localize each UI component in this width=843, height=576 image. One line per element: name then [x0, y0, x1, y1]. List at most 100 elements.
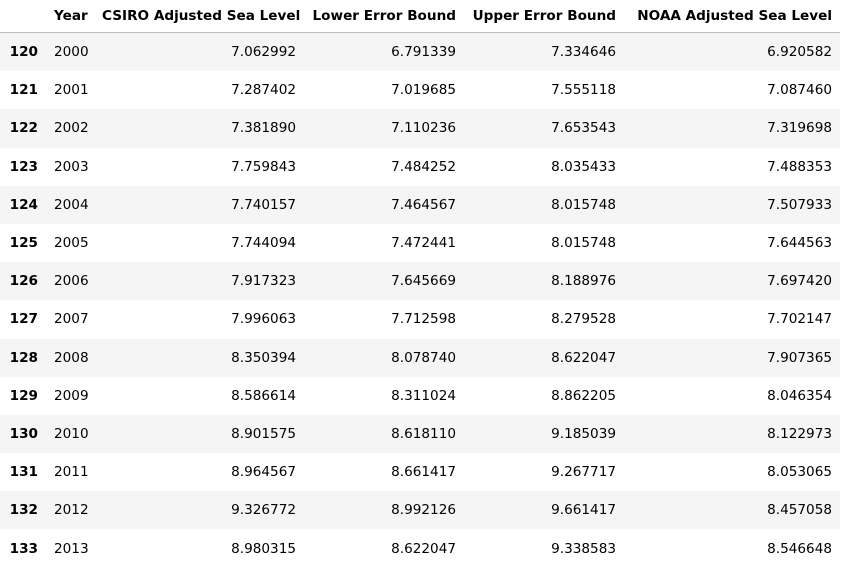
cell-lower-error: 7.464567	[391, 196, 456, 213]
table-row: 126 2006 7.917323 7.645669 8.188976 7.697420	[0, 262, 840, 301]
cell-csiro: 7.062992	[231, 44, 296, 61]
table-row: 121 2001 7.287402 7.019685 7.555118 7.087460	[0, 71, 840, 109]
cell-upper-error: 9.267717	[551, 464, 616, 481]
row-index: 120	[9, 44, 38, 61]
table-row: 129 2009 8.586614 8.311024 8.862205 8.046354	[0, 377, 840, 415]
cell-upper-error: 9.185039	[551, 425, 616, 442]
cell-noaa: 7.907365	[767, 349, 832, 366]
cell-csiro: 7.759843	[231, 158, 296, 175]
table-row: 127 2007 7.996063 7.712598 8.279528 7.702147	[0, 300, 840, 338]
cell-csiro: 7.996063	[231, 311, 296, 328]
row-index: 130	[9, 425, 38, 442]
row-index: 122	[9, 120, 38, 137]
cell-upper-error: 8.622047	[551, 349, 616, 366]
cell-lower-error: 8.618110	[391, 425, 456, 442]
table-row: 128 2008 8.350394 8.078740 8.622047 7.907365	[0, 338, 840, 377]
cell-lower-error: 7.712598	[391, 311, 456, 328]
cell-lower-error: 8.311024	[391, 387, 456, 404]
table-row: 133 2013 8.980315 8.622047 9.338583 8.546648	[0, 529, 840, 567]
header-upper-error: Upper Error Bound	[472, 8, 616, 24]
cell-upper-error: 7.653543	[551, 120, 616, 137]
cell-noaa: 7.697420	[767, 273, 832, 290]
cell-noaa: 7.488353	[767, 158, 832, 175]
header-year: Year	[54, 8, 88, 24]
cell-lower-error: 7.110236	[391, 120, 456, 137]
cell-csiro: 7.287402	[231, 82, 296, 99]
header-lower-error: Lower Error Bound	[312, 8, 456, 24]
table-row: 123 2003 7.759843 7.484252 8.035433 7.488353	[0, 148, 840, 186]
table-row: 122 2002 7.381890 7.110236 7.653543 7.319698	[0, 109, 840, 148]
table-row: 120 2000 7.062992 6.791339 7.334646 6.920582	[0, 33, 840, 72]
cell-upper-error: 8.015748	[551, 196, 616, 213]
cell-lower-error: 7.484252	[391, 158, 456, 175]
cell-csiro: 8.350394	[231, 349, 296, 366]
cell-year: 2010	[54, 425, 89, 442]
cell-upper-error: 8.862205	[551, 387, 616, 404]
table-row: 131 2011 8.964567 8.661417 9.267717 8.053065	[0, 453, 840, 491]
cell-upper-error: 8.279528	[551, 311, 616, 328]
cell-year: 2007	[54, 311, 89, 328]
cell-upper-error: 9.661417	[551, 502, 616, 519]
cell-lower-error: 8.661417	[391, 464, 456, 481]
cell-csiro: 7.917323	[231, 273, 296, 290]
cell-csiro: 8.980315	[231, 540, 296, 557]
table-row: 132 2012 9.326772 8.992126 9.661417 8.457058	[0, 491, 840, 530]
row-index: 129	[9, 387, 38, 404]
row-index: 123	[9, 158, 38, 175]
cell-csiro: 8.586614	[231, 387, 296, 404]
cell-upper-error: 8.188976	[551, 273, 616, 290]
row-index: 128	[9, 349, 38, 366]
cell-lower-error: 6.791339	[391, 44, 456, 61]
row-index: 131	[9, 464, 38, 481]
cell-year: 2002	[54, 120, 89, 137]
cell-noaa: 7.507933	[767, 196, 832, 213]
cell-noaa: 7.702147	[767, 311, 832, 328]
cell-year: 2001	[54, 82, 89, 99]
header-noaa: NOAA Adjusted Sea Level	[637, 8, 832, 24]
cell-csiro: 8.964567	[231, 464, 296, 481]
cell-noaa: 8.546648	[767, 540, 832, 557]
cell-year: 2011	[54, 464, 89, 481]
cell-year: 2009	[54, 387, 89, 404]
cell-noaa: 8.122973	[767, 425, 832, 442]
cell-upper-error: 7.334646	[551, 44, 616, 61]
table-body: 120 2000 7.062992 6.791339 7.334646 6.920582 1…	[0, 33, 840, 568]
table-row: 125 2005 7.744094 7.472441 8.015748 7.644563	[0, 224, 840, 262]
cell-lower-error: 7.472441	[391, 235, 456, 252]
cell-upper-error: 8.015748	[551, 235, 616, 252]
cell-lower-error: 7.019685	[391, 82, 456, 99]
table-header: Year CSIRO Adjusted Sea Level Lower Erro…	[0, 0, 840, 33]
header-csiro: CSIRO Adjusted Sea Level	[102, 8, 301, 24]
row-index: 121	[9, 82, 38, 99]
cell-csiro: 7.381890	[231, 120, 296, 137]
cell-noaa: 7.644563	[767, 235, 832, 252]
row-index: 124	[9, 196, 38, 213]
cell-csiro: 7.744094	[231, 235, 296, 252]
cell-csiro: 9.326772	[231, 502, 296, 519]
cell-upper-error: 9.338583	[551, 540, 616, 557]
row-index: 132	[9, 502, 38, 519]
cell-lower-error: 8.078740	[391, 349, 456, 366]
cell-upper-error: 7.555118	[551, 82, 616, 99]
row-index: 133	[9, 540, 38, 557]
cell-upper-error: 8.035433	[551, 158, 616, 175]
cell-noaa: 8.046354	[767, 387, 832, 404]
table-row: 130 2010 8.901575 8.618110 9.185039 8.122973	[0, 414, 840, 454]
cell-year: 2004	[54, 196, 89, 213]
cell-year: 2013	[54, 540, 89, 557]
cell-year: 2012	[54, 502, 89, 519]
cell-year: 2000	[54, 44, 89, 61]
row-index: 126	[9, 273, 38, 290]
cell-csiro: 7.740157	[231, 196, 296, 213]
cell-year: 2006	[54, 273, 89, 290]
cell-year: 2008	[54, 349, 89, 366]
cell-noaa: 8.457058	[767, 502, 832, 519]
cell-lower-error: 7.645669	[391, 273, 456, 290]
cell-noaa: 7.319698	[767, 120, 832, 137]
cell-noaa: 6.920582	[767, 44, 832, 61]
cell-noaa: 7.087460	[767, 82, 832, 99]
cell-lower-error: 8.622047	[391, 540, 456, 557]
cell-csiro: 8.901575	[231, 425, 296, 442]
cell-year: 2003	[54, 158, 89, 175]
